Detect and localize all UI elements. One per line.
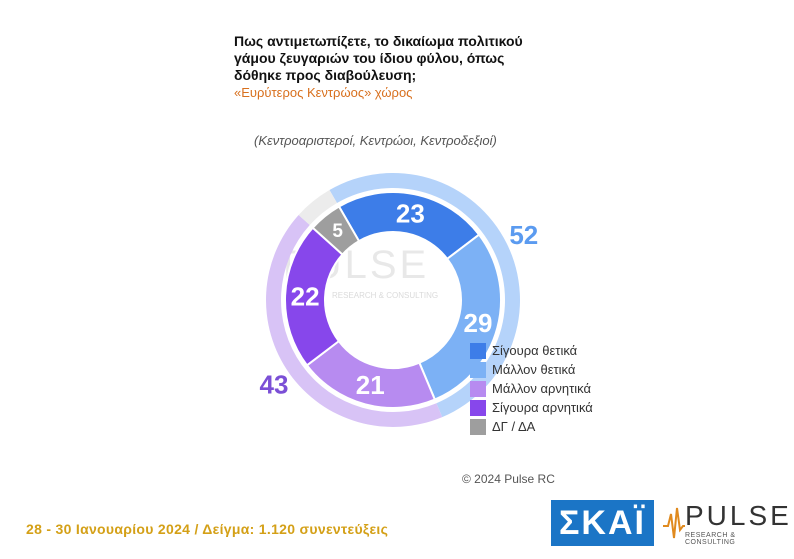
slice-value-label: 21 [356,370,385,400]
pulse-logo-tag: RESEARCH & CONSULTING [685,532,736,546]
slice-value-label: 5 [332,221,343,242]
survey-footer: 28 - 30 Ιανουαρίου 2024 / Δείγμα: 1.120 … [26,521,389,537]
legend-swatch [470,361,486,378]
chart-title: Πως αντιμετωπίζετε, το δικαίωμα πολιτικο… [234,33,564,101]
legend-label: Σίγουρα θετικά [492,343,578,358]
legend-item: Μάλλον θετικά [470,360,593,379]
pulse-wave-icon [663,507,685,539]
title-line: δόθηκε προς διαβούλευση; [234,67,417,83]
legend-swatch [470,342,486,359]
pulse-logo: PULSE RESEARCH & CONSULTING [663,500,789,546]
slice-value-label: 23 [396,199,425,229]
title-line: Πως αντιμετωπίζετε, το δικαίωμα πολιτικο… [234,33,523,49]
chart-subtitle: (Κεντροαριστεροί, Κεντρώοι, Κεντροδεξιοί… [254,133,497,148]
legend-label: Μάλλον αρνητικά [492,381,592,396]
title-line: γάμου ζευγαριών του ίδιου φύλου, όπως [234,50,505,66]
legend-label: ΔΓ / ΔΑ [492,419,536,434]
chart-legend: Σίγουρα θετικά Μάλλον θετικά Μάλλον αρνητι… [470,341,593,436]
pulse-watermark-tag: RESEARCH & CONSULTING [332,291,439,300]
legend-swatch [470,399,486,416]
legend-label: Σίγουρα αρνητικά [492,400,593,415]
legend-swatch [470,418,486,435]
copyright: © 2024 Pulse RC [462,472,555,486]
donut-slice [311,205,361,256]
legend-item: Σίγουρα αρνητικά [470,398,593,417]
group-total-label: 52 [509,220,538,250]
slice-value-label: 22 [291,281,320,311]
scope-label: «Ευρύτερος Κεντρώος» χώρος [234,85,413,100]
skai-logo: ΣΚΑΪ [551,500,654,546]
legend-item: Σίγουρα θετικά [470,341,593,360]
slice-value-label: 29 [464,308,493,338]
legend-swatch [470,380,486,397]
legend-item: ΔΓ / ΔΑ [470,417,593,436]
group-ring-arc [266,215,443,427]
legend-item: Μάλλον αρνητικά [470,379,593,398]
legend-label: Μάλλον θετικά [492,362,576,377]
pulse-logo-name: PULSE [685,500,792,531]
group-ring-arc [298,190,337,226]
group-total-label: 43 [260,370,289,400]
